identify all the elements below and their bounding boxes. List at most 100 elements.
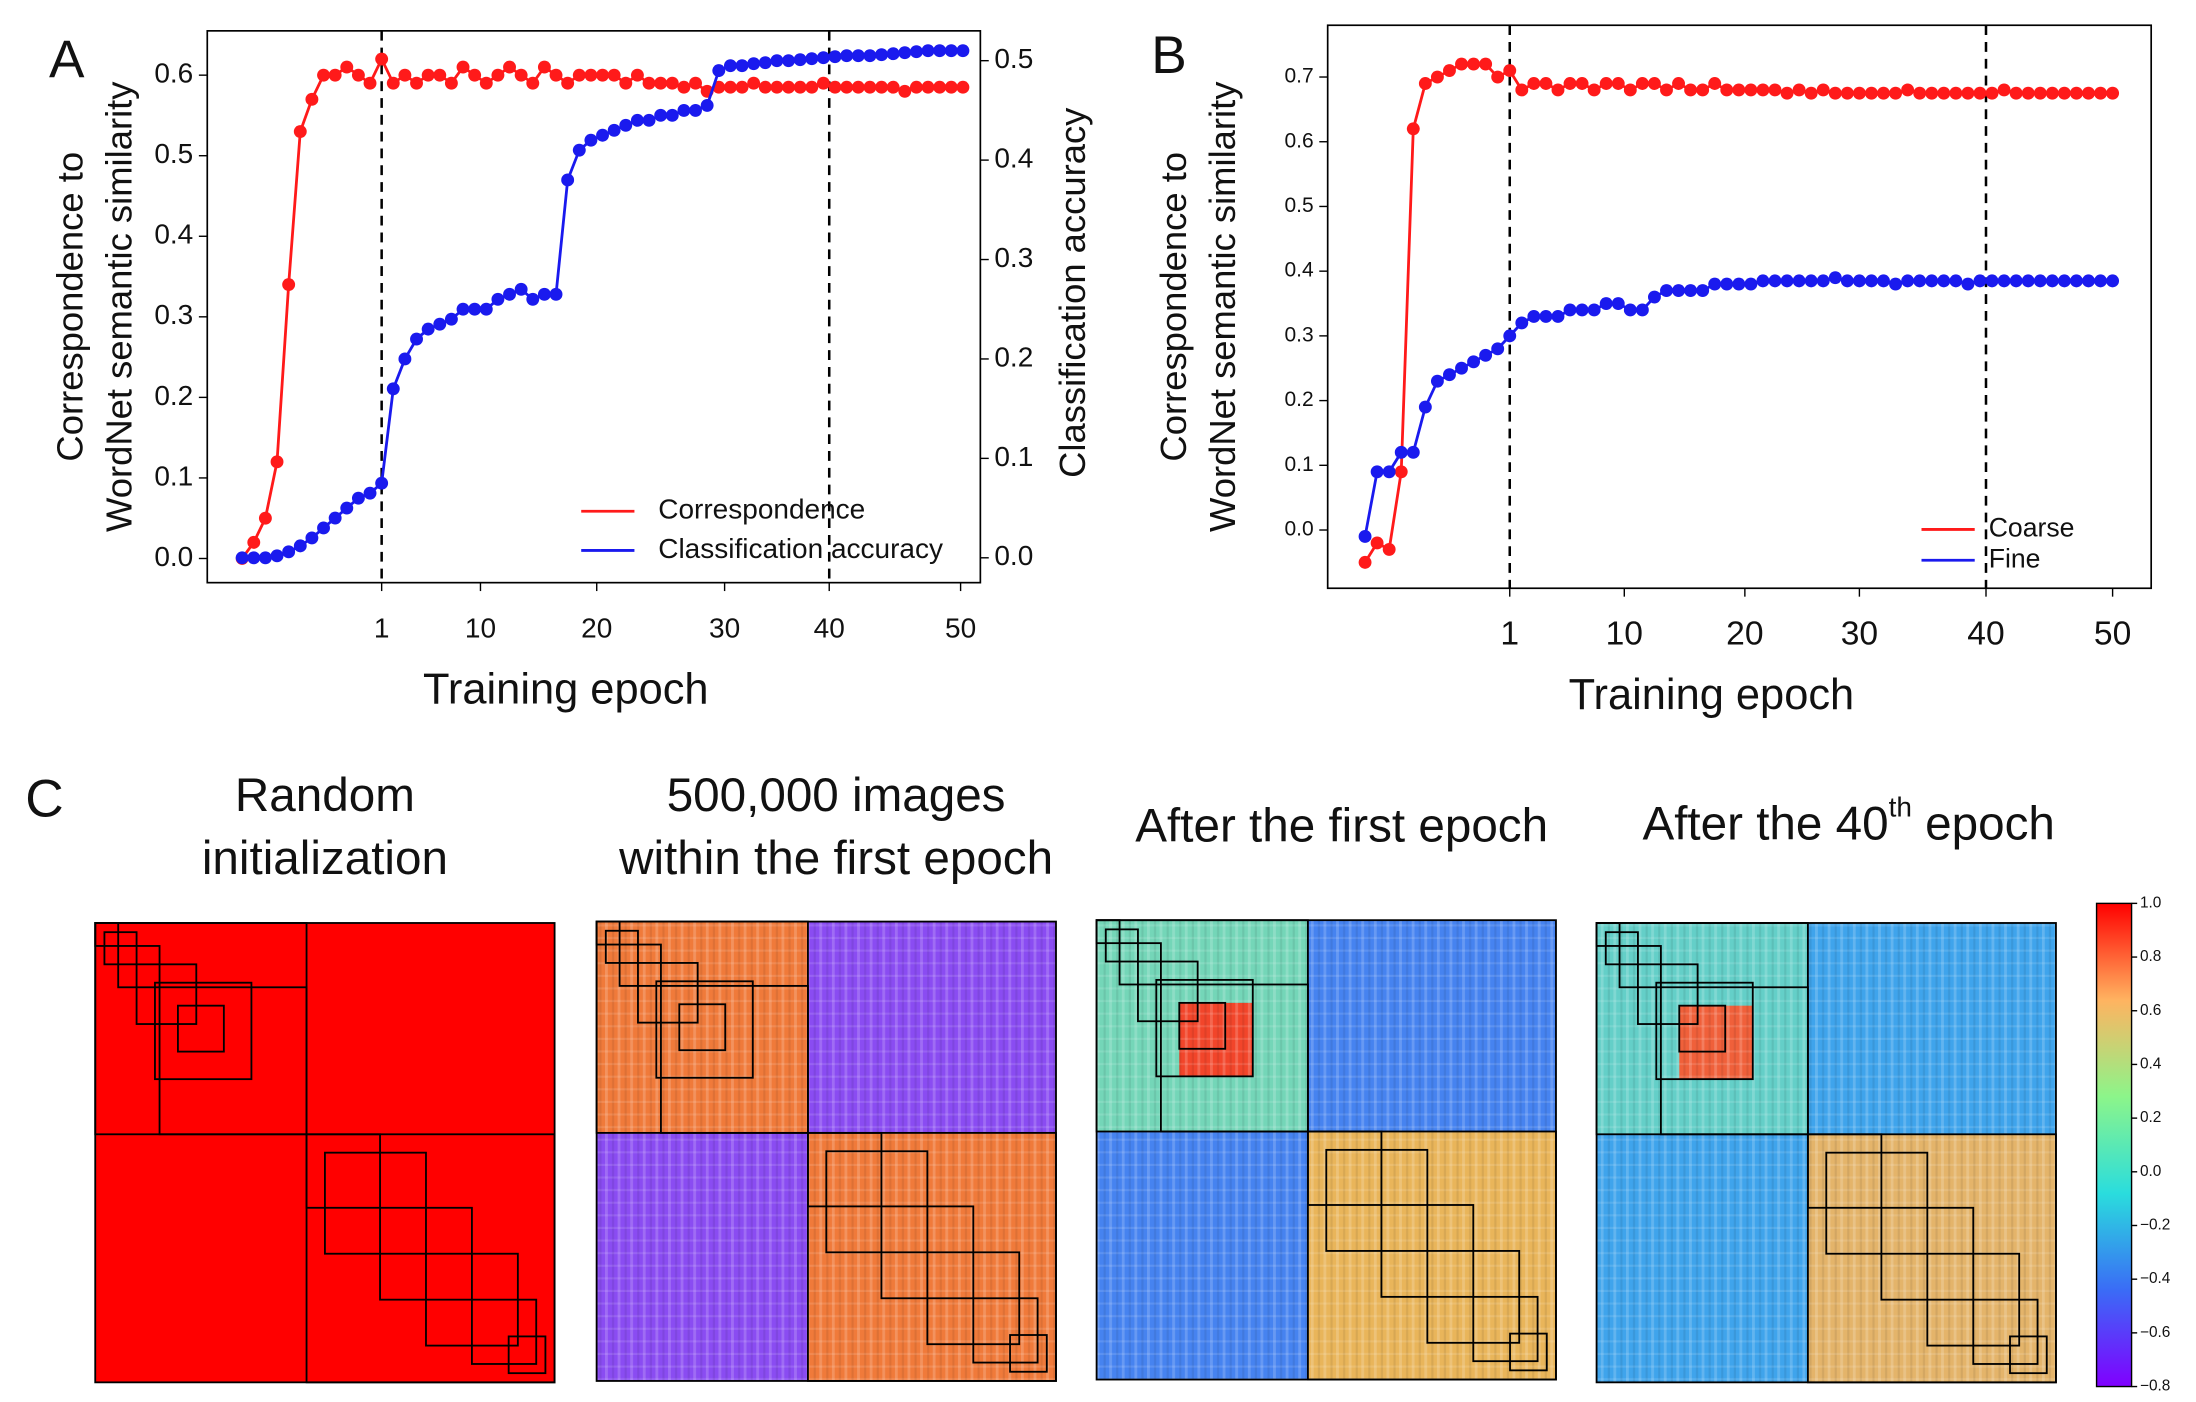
data-point (933, 44, 947, 58)
data-point (747, 76, 761, 90)
data-point (898, 84, 912, 98)
data-point (782, 54, 795, 68)
y-tick-label: 0.1 (154, 460, 193, 491)
data-point (1901, 274, 1915, 288)
cluster-box (507, 1335, 547, 1375)
data-point (584, 68, 598, 82)
data-point (898, 46, 912, 60)
cluster-box (655, 980, 754, 1079)
data-point (421, 322, 435, 336)
colorbar-tick-label: 0.4 (2140, 1055, 2162, 1072)
data-point (1611, 77, 1625, 90)
data-point (863, 80, 877, 94)
data-point (1672, 77, 1685, 90)
data-point (258, 551, 272, 565)
y2-tick-label: 0.2 (994, 341, 1033, 372)
data-point (1696, 83, 1710, 97)
colorbar-tick-label: −0.8 (2140, 1378, 2170, 1395)
data-point (1997, 274, 2011, 288)
data-point (282, 278, 296, 292)
x-tick-label: 50 (945, 613, 976, 644)
data-point (747, 57, 761, 71)
data-point (1852, 86, 1866, 100)
data-point (2069, 86, 2083, 100)
data-point (2009, 274, 2023, 288)
data-point (1949, 274, 1963, 288)
data-point (1647, 290, 1661, 304)
cluster-box (1655, 981, 1754, 1081)
data-point (816, 76, 830, 90)
y2-axis-label: Classification accuracy (1052, 107, 1093, 478)
cluster-box (678, 1003, 727, 1052)
cluster-box (135, 963, 198, 1025)
data-point (491, 292, 505, 306)
data-point (619, 118, 633, 132)
data-point (1539, 77, 1553, 90)
data-point (1877, 274, 1890, 288)
data-point (944, 44, 958, 58)
data-point (282, 545, 296, 559)
y-tick-label: 0.5 (154, 138, 193, 169)
data-point (956, 44, 970, 58)
data-point (2045, 274, 2059, 288)
data-point (2069, 274, 2083, 288)
data-point (1479, 57, 1493, 71)
data-point (700, 98, 714, 112)
data-point (410, 76, 423, 90)
matrix-frame (1095, 919, 1557, 1381)
data-point (444, 312, 458, 326)
data-point (317, 68, 330, 82)
data-point (1623, 303, 1637, 317)
data-point (503, 287, 516, 301)
data-point (1358, 555, 1372, 569)
cluster-box (825, 1150, 929, 1254)
cluster-box (1637, 963, 1699, 1025)
data-point (933, 80, 947, 94)
data-point (561, 173, 575, 187)
legend-label: Classification accuracy (658, 533, 943, 564)
y2-tick-label: 0.3 (994, 242, 1033, 273)
data-point (1551, 310, 1565, 323)
data-point (1961, 86, 1975, 100)
x-tick-label: 30 (709, 613, 740, 644)
cluster-box (1325, 1148, 1429, 1252)
data-point (1708, 77, 1722, 90)
title-part: epoch (1912, 797, 2055, 850)
cluster-box (2009, 1335, 2048, 1375)
data-point (607, 68, 621, 82)
data-point (1889, 277, 1903, 291)
cluster-box (604, 929, 639, 964)
data-point (677, 80, 691, 94)
data-point (1406, 445, 1420, 459)
y-tick-label: 0.4 (154, 219, 193, 250)
data-point (247, 535, 261, 549)
data-point (1732, 277, 1746, 291)
colorbar-tick-label: −0.6 (2140, 1324, 2170, 1341)
y-axis-label: Correspondence to (1153, 152, 1194, 462)
data-point (596, 68, 609, 82)
data-point (1937, 86, 1951, 100)
x-tick-label: 1 (374, 613, 390, 644)
data-point (2033, 274, 2047, 288)
colorbar-tick-label: −0.2 (2140, 1217, 2170, 1234)
y-tick-label: 0.3 (1284, 323, 1313, 346)
data-point (1901, 83, 1915, 97)
data-point (572, 68, 586, 82)
data-point (654, 108, 668, 122)
data-point (1744, 277, 1758, 291)
data-point (1370, 465, 1384, 479)
series-line (1363, 276, 2113, 537)
x-tick-label: 20 (1726, 616, 1763, 653)
data-point (386, 382, 400, 396)
y-axis-label: WordNet semantic similarity (1202, 81, 1243, 532)
y-axis-label: Correspondence to (49, 152, 90, 462)
panel-label: A (49, 30, 85, 89)
data-point (340, 501, 354, 515)
data-point (1925, 86, 1939, 100)
data-point (433, 317, 447, 331)
data-point (1443, 368, 1456, 382)
data-point (351, 491, 365, 505)
data-point (1491, 342, 1505, 356)
cluster-box (972, 1297, 1039, 1364)
data-point (1804, 274, 1818, 288)
